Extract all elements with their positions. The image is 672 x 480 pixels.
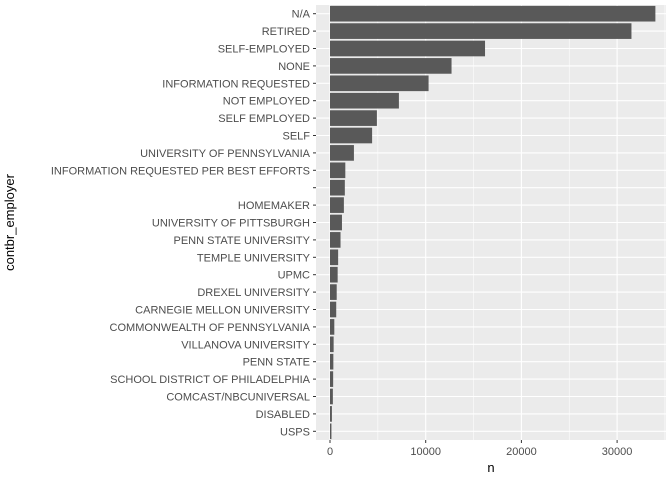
bar <box>330 423 332 440</box>
bar <box>330 371 334 387</box>
bar <box>330 5 656 22</box>
y-tick-label: N/A <box>292 9 311 21</box>
bar <box>330 127 373 144</box>
x-tick-label: 10000 <box>410 446 441 458</box>
x-tick-label: 30000 <box>602 446 633 458</box>
bar <box>330 336 334 353</box>
bar <box>330 75 429 92</box>
bar <box>330 406 332 422</box>
bar <box>330 249 339 266</box>
y-tick-label: UPMC <box>278 270 310 282</box>
y-axis-title: contbr_employer <box>2 173 17 270</box>
y-tick-label: HOMEMAKER <box>238 200 310 212</box>
bar <box>330 353 334 370</box>
bar <box>330 92 399 109</box>
bar <box>330 319 335 335</box>
y-tick-label: COMMONWEALTH OF PENNSYLVANIA <box>110 322 311 334</box>
y-tick-label: SELF <box>282 131 310 143</box>
y-tick-label: NONE <box>278 61 310 73</box>
bar <box>330 145 354 161</box>
y-tick-label: NOT EMPLOYED <box>223 96 310 108</box>
y-tick-label: INFORMATION REQUESTED <box>162 78 310 90</box>
bar <box>330 23 632 39</box>
bar <box>330 40 486 57</box>
bar <box>330 214 342 231</box>
bar <box>330 388 333 405</box>
y-tick-label: DREXEL UNIVERSITY <box>197 287 310 299</box>
y-tick-label: COMCAST/NBCUNIVERSAL <box>166 392 310 404</box>
y-tick-label: PENN STATE UNIVERSITY <box>173 235 310 247</box>
bar <box>330 197 344 213</box>
bar <box>330 58 452 74</box>
y-tick-label: PENN STATE <box>243 357 310 369</box>
y-tick-label: RETIRED <box>262 26 310 38</box>
x-axis-ticks: 0 10000 20000 30000 <box>327 440 632 458</box>
y-tick-label: USPS <box>280 426 310 438</box>
y-tick-label: TEMPLE UNIVERSITY <box>197 252 311 264</box>
y-tick-label: INFORMATION REQUESTED PER BEST EFFORTS <box>51 165 310 177</box>
y-tick-label: UNIVERSITY OF PITTSBURGH <box>152 218 310 230</box>
y-tick-label: UNIVERSITY OF PENNSYLVANIA <box>140 148 311 160</box>
bar <box>330 232 341 248</box>
y-axis-ticks: N/A RETIRED SELF-EMPLOYED NONE INFORMATION R… <box>51 9 316 438</box>
y-tick-label: CARNEGIE MELLON UNIVERSITY <box>135 305 310 317</box>
bar <box>330 266 338 283</box>
y-tick-label: VILLANOVA UNIVERSITY <box>181 339 310 351</box>
x-axis-title: n <box>487 460 494 475</box>
y-tick-label: DISABLED <box>256 409 310 421</box>
y-tick-label: SELF EMPLOYED <box>218 113 310 125</box>
bar <box>330 284 337 300</box>
bar <box>330 301 337 318</box>
x-tick-label: 20000 <box>506 446 537 458</box>
bar <box>330 179 345 196</box>
bar <box>330 110 377 126</box>
x-tick-label: 0 <box>327 446 333 458</box>
y-tick-label: SCHOOL DISTRICT OF PHILADELPHIA <box>110 374 311 386</box>
bar <box>330 162 346 179</box>
bars <box>330 5 656 440</box>
y-tick-label: SELF-EMPLOYED <box>218 44 310 56</box>
